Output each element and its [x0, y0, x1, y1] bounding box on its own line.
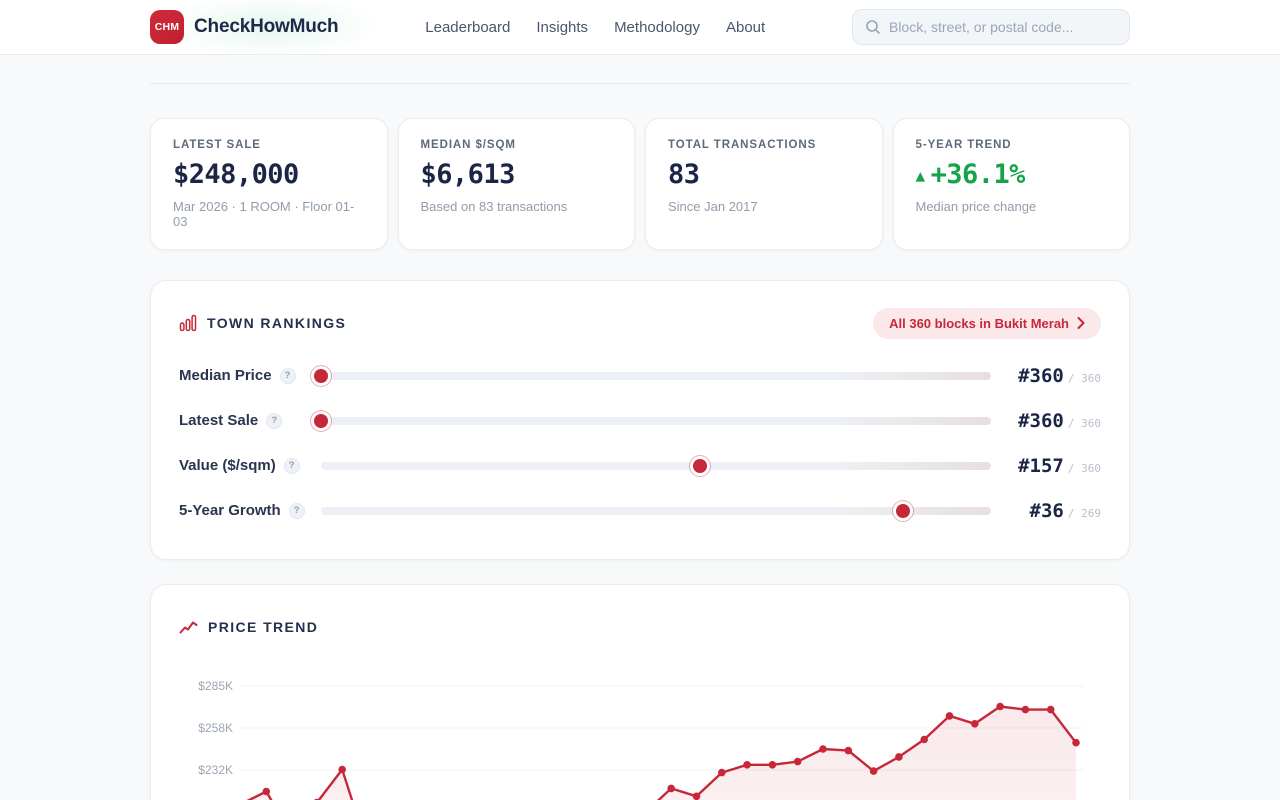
stat-card: MEDIAN $/SQM $6,613 Based on 83 transactio… [397, 118, 635, 251]
chart-data-point [945, 712, 954, 721]
ranking-label: 5-Year Growth [179, 502, 281, 520]
ranking-row: Value ($/sqm)? #157/ 360 [179, 443, 1101, 488]
chart-data-point [743, 761, 751, 769]
help-icon[interactable]: ? [279, 367, 296, 384]
stat-label: MEDIAN $/SQM [420, 139, 516, 151]
ranking-row: 5-Year Growth? #36/ 269 [179, 488, 1101, 533]
stat-subtext: Since Jan 2017 [668, 199, 758, 215]
chart-data-point [1046, 706, 1055, 714]
chart-data-point [819, 745, 827, 754]
rank-dot [314, 368, 328, 383]
stat-label: LATEST SALE [173, 139, 261, 151]
main-nav: Leaderboard Insights Methodology About [425, 19, 765, 36]
stat-label: 5-YEAR TREND [915, 139, 1012, 151]
chart-data-point [793, 758, 802, 766]
chart-data-point [920, 736, 928, 744]
chart-y-tick-label: $285K [198, 679, 233, 693]
ranking-rows: Median Price? #360/ 360 Latest Sale? #360/ … [179, 353, 1101, 533]
chart-data-point [1072, 739, 1080, 747]
ranking-row: Median Price? #360/ 360 [179, 353, 1101, 398]
rank-track [321, 503, 991, 518]
stat-value: ▲ +36.1% [915, 159, 1026, 190]
rank-track [314, 368, 991, 383]
rank-track [321, 458, 991, 473]
bar-chart-icon [179, 315, 197, 332]
rank-number: #360 [1018, 364, 1064, 387]
chart-y-tick-label: $232K [198, 763, 233, 777]
chart-data-point [667, 784, 675, 793]
app-header: CHM CheckHowMuch Leaderboard Insights Meth… [0, 0, 1280, 55]
stat-card: LATEST SALE $248,000 Mar 2026 · 1 ROOM · F… [150, 118, 388, 251]
chart-area-fill [249, 706, 1076, 800]
chart-price-line [247, 705, 1078, 800]
chart-data-point [262, 788, 271, 796]
chart-data-point [718, 769, 726, 777]
ranking-label: Latest Sale [179, 412, 259, 430]
stat-card: 5-YEAR TREND ▲ +36.1% Median price change [892, 118, 1130, 251]
search-box [851, 9, 1130, 45]
brand-logo[interactable]: CHM CheckHowMuch [150, 10, 339, 44]
help-icon[interactable]: ? [266, 412, 283, 429]
rank-total: / 360 [1067, 461, 1101, 475]
chart-data-point [971, 720, 979, 728]
price-trend-card: PRICE TREND $285K$258K$232K$205K [150, 584, 1130, 800]
rankings-card: TOWN RANKINGS All 360 blocks in Bukit Me… [150, 280, 1130, 561]
stat-label: TOTAL TRANSACTIONS [668, 139, 817, 151]
search-icon [866, 20, 880, 34]
help-icon[interactable]: ? [283, 457, 300, 474]
rank-number: #36 [1029, 499, 1064, 522]
chart-data-point [895, 753, 903, 762]
trend-line-icon [179, 621, 198, 634]
ranking-label: Median Price [179, 367, 272, 385]
trend-up-icon: ▲ [915, 166, 926, 185]
all-blocks-link[interactable]: All 360 blocks in Bukit Merah [873, 307, 1101, 339]
chart-data-point [844, 747, 853, 755]
header-divider [150, 55, 1130, 84]
rank-total: / 269 [1067, 506, 1101, 520]
search-input[interactable] [888, 19, 1117, 35]
nav-link-leaderboard[interactable]: Leaderboard [425, 18, 511, 36]
stat-value: 83 [668, 159, 700, 190]
nav-link-insights[interactable]: Insights [536, 18, 589, 36]
all-blocks-link-label: All 360 blocks in Bukit Merah [889, 315, 1069, 331]
stat-card: TOTAL TRANSACTIONS 83 Since Jan 2017 [645, 118, 883, 251]
chart-y-tick-label: $258K [198, 721, 233, 735]
help-icon[interactable]: ? [288, 502, 305, 519]
rank-dot [896, 503, 911, 518]
nav-link-methodology[interactable]: Methodology [614, 18, 700, 36]
stat-value: $248,000 [173, 159, 299, 190]
rank-total: / 360 [1067, 371, 1101, 385]
chart-data-point [692, 792, 701, 800]
rank-track [314, 413, 991, 428]
stats-grid: LATEST SALE $248,000 Mar 2026 · 1 ROOM · F… [150, 118, 1130, 251]
nav-link-about[interactable]: About [725, 18, 766, 36]
rank-dot [314, 413, 328, 428]
chart-data-point [869, 767, 878, 776]
brand-name: CheckHowMuch [194, 16, 339, 37]
stat-subtext: Based on 83 transactions [420, 199, 568, 215]
rank-dot [692, 458, 707, 473]
stat-value: $6,613 [420, 159, 516, 190]
rankings-title: TOWN RANKINGS [207, 315, 347, 332]
rank-total: / 360 [1067, 416, 1101, 430]
ranking-label: Value ($/sqm) [179, 457, 276, 475]
chart-data-point [768, 761, 777, 769]
chart-data-point [996, 703, 1004, 711]
price-trend-chart: $285K$258K$232K$205K [198, 679, 1083, 800]
chart-data-point [1021, 706, 1030, 714]
stat-subtext: Mar 2026 · 1 ROOM · Floor 01-03 [173, 199, 355, 230]
main-content: LATEST SALE $248,000 Mar 2026 · 1 ROOM · F… [0, 55, 1280, 800]
logo-badge: CHM [150, 10, 184, 44]
stat-subtext: Median price change [915, 199, 1037, 215]
chevron-right-icon [1077, 317, 1085, 330]
price-trend-title: PRICE TREND [208, 619, 319, 636]
chart-data-point [338, 766, 346, 774]
rank-number: #157 [1018, 454, 1064, 477]
ranking-row: Latest Sale? #360/ 360 [179, 398, 1101, 443]
rank-number: #360 [1018, 409, 1064, 432]
